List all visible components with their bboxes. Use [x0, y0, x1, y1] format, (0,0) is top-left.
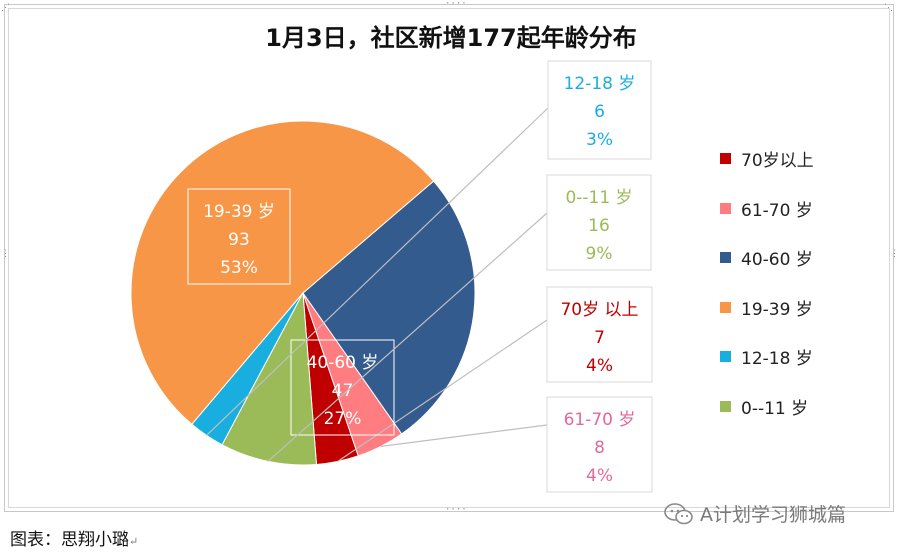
legend-label: 0--11 岁: [741, 398, 809, 419]
paragraph-mark: ↵: [129, 535, 139, 548]
data-label-percent-19-39: 53%: [220, 258, 258, 278]
data-label-name-70: 70岁 以上: [560, 300, 638, 320]
data-label-name-19-39: 19-39 岁: [203, 202, 275, 222]
data-label-name-61-70: 61-70 岁: [564, 410, 636, 430]
legend-item-0-11: 0--11 岁: [720, 394, 808, 419]
data-label-box-61-70: [546, 396, 653, 493]
legend-label: 40-60 岁: [741, 250, 813, 270]
leader-line-0-11: [267, 212, 548, 462]
data-label-name-12-18: 12-18 岁: [564, 74, 636, 94]
data-label-name-40-60: 40-60 岁: [307, 353, 379, 373]
legend-label: 70岁以上: [741, 151, 814, 171]
caption-text: 图表：思翔小璐: [10, 530, 129, 550]
legend-swatch: [720, 301, 731, 313]
data-label-value-12-18: 6: [594, 102, 605, 122]
data-label-name-0-11: 0--11 岁: [565, 188, 632, 208]
data-label-percent-61-70: 4%: [586, 466, 613, 486]
data-label-percent-12-18: 3%: [586, 130, 613, 150]
figure-caption: 图表：思翔小璐↵: [10, 525, 138, 550]
resize-handle-top-right[interactable]: ⋱: [884, 3, 893, 13]
legend-label: 19-39 岁: [741, 299, 813, 320]
resize-handle-left[interactable]: ⋮: [1, 249, 10, 259]
legend-item-40-60: 40-60 岁: [720, 245, 813, 270]
data-label-value-61-70: 8: [594, 438, 605, 458]
resize-handle-top-left[interactable]: ⋰: [1, 3, 10, 13]
data-label-box-70: [546, 286, 653, 383]
legend-item-19-39: 19-39 岁: [720, 295, 813, 320]
data-label-value-40-60: 47: [332, 381, 354, 401]
data-label-box-0-11: [546, 174, 652, 271]
resize-handle-bottom[interactable]: ····: [445, 505, 467, 515]
legend-item-61-70: 61-70 岁: [720, 196, 813, 221]
wechat-icon: [664, 502, 694, 525]
legend-item-70: 70岁以上: [720, 146, 814, 171]
pie-chart: 70岁 以上 7 4% 61-70 岁 8 4% 40-60 岁 47 27% 19-39 岁 93…: [130, 60, 653, 493]
legend-swatch: [720, 400, 731, 412]
data-label-percent-70: 4%: [586, 356, 613, 376]
data-label-value-0-11: 16: [588, 216, 610, 236]
resize-handle-right[interactable]: ⋮: [890, 249, 899, 259]
legend-label: 12-18 岁: [741, 349, 813, 369]
legend-swatch: [720, 153, 731, 164]
chart-title: 1月3日，社区新增177起年龄分布: [265, 24, 637, 52]
pie-slice-19-39: [130, 120, 435, 425]
watermark-text: A计划学习狮城篇: [700, 504, 846, 526]
pie-slice-40-60: [302, 180, 476, 435]
watermark: A计划学习狮城篇: [664, 500, 846, 527]
data-label-box-12-18: [547, 60, 652, 160]
resize-handle-top[interactable]: ····: [445, 0, 467, 9]
data-label-percent-40-60: 27%: [324, 409, 362, 429]
legend-swatch: [720, 202, 731, 214]
legend-swatch: [720, 351, 731, 362]
leader-line-12-18: [206, 107, 549, 436]
legend-swatch: [720, 252, 731, 263]
data-label-box-40-60: [290, 339, 395, 436]
data-label-box-19-39: [187, 188, 291, 285]
data-label-value-70: 7: [594, 328, 605, 348]
legend-label: 61-70 岁: [741, 200, 813, 221]
leader-line-70: [337, 319, 548, 462]
data-label-percent-0-11: 9%: [586, 244, 613, 264]
leader-line-61-70: [380, 424, 548, 447]
data-label-value-19-39: 93: [228, 230, 250, 250]
legend-item-12-18: 12-18 岁: [720, 344, 813, 369]
